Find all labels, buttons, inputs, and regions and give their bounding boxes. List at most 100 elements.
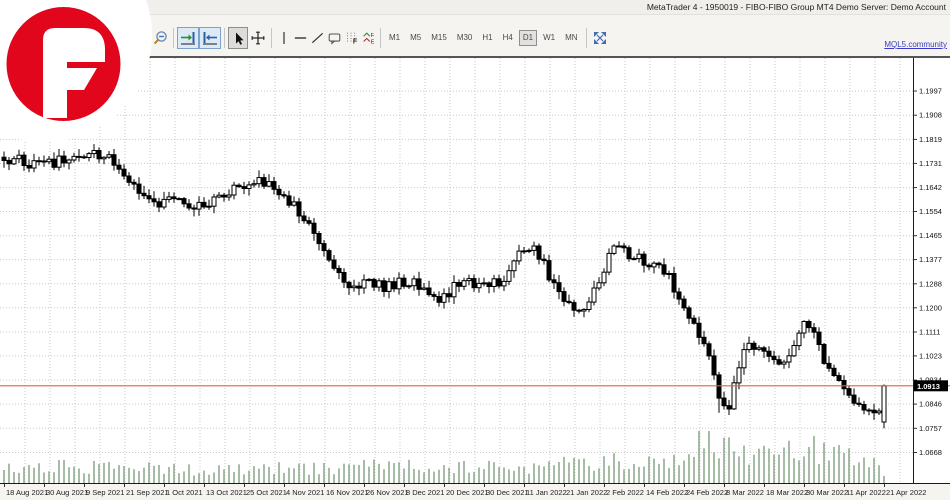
date-axis-label: 30 Dec 2021 bbox=[486, 488, 529, 497]
date-axis-label: 21 Apr 2022 bbox=[886, 488, 927, 497]
timeframe-button-m15[interactable]: M15 bbox=[431, 33, 447, 42]
price-axis-label: 1.1731 bbox=[919, 159, 942, 168]
fibonacci-button[interactable]: F bbox=[343, 27, 360, 49]
candlestick-chart: 1.1997 1.1908 1.1819 1.1731 1.1642 1.1554 1.14… bbox=[0, 58, 950, 483]
date-axis-label: 13 Oct 2021 bbox=[206, 488, 247, 497]
timeframe-button-h4[interactable]: H4 bbox=[502, 33, 513, 42]
price-axis: 1.1997 1.1908 1.1819 1.1731 1.1642 1.1554 1.14… bbox=[913, 87, 942, 457]
candles-series bbox=[1, 144, 887, 429]
date-axis-label: 8 Mar 2022 bbox=[726, 488, 764, 497]
price-axis-label: 1.1819 bbox=[919, 135, 942, 144]
svg-text:1.0913: 1.0913 bbox=[917, 382, 940, 391]
indicators-icon: F E bbox=[363, 32, 375, 45]
chart-top-border bbox=[0, 56, 950, 58]
date-tick bbox=[604, 484, 605, 487]
chart-shift-button[interactable] bbox=[199, 27, 221, 49]
date-tick bbox=[444, 484, 445, 487]
timeframe-button-d1[interactable]: D1 bbox=[518, 30, 538, 46]
toolbar-separator bbox=[380, 28, 381, 48]
timeframe-button-m5[interactable]: M5 bbox=[410, 33, 422, 42]
timeframe-group: M1 M5 M15 M30 H1 H4 D1 W1 MN bbox=[384, 30, 583, 46]
timeframe-button-h1[interactable]: H1 bbox=[482, 33, 493, 42]
price-axis-label: 1.0846 bbox=[919, 400, 942, 409]
date-tick bbox=[324, 484, 325, 487]
date-tick bbox=[884, 484, 885, 487]
timeframe-button-m30[interactable]: M30 bbox=[456, 33, 473, 42]
price-axis-label: 1.1111 bbox=[919, 328, 940, 337]
title-bar: MetaTrader 4 - 1950019 - FIBO-FIBO Group… bbox=[0, 0, 950, 15]
price-axis-label: 1.1288 bbox=[919, 279, 942, 288]
price-axis-label: 1.1554 bbox=[919, 207, 942, 216]
date-tick bbox=[204, 484, 205, 487]
horizontal-line-button[interactable] bbox=[292, 27, 309, 49]
price-axis-label: 1.0668 bbox=[919, 448, 942, 457]
date-axis-label: 4 Nov 2021 bbox=[286, 488, 325, 497]
date-tick bbox=[524, 484, 525, 487]
price-axis-label: 1.1997 bbox=[919, 87, 942, 96]
cursor-button[interactable] bbox=[228, 27, 248, 49]
vertical-line-icon bbox=[282, 32, 285, 44]
auto-scroll-button[interactable] bbox=[177, 27, 199, 49]
text-label-button[interactable] bbox=[326, 27, 343, 49]
timeframe-button-m1[interactable]: M1 bbox=[389, 33, 401, 42]
timeframe-button-w1[interactable]: W1 bbox=[543, 33, 556, 42]
window-title: MetaTrader 4 - 1950019 - FIBO-FIBO Group… bbox=[646, 2, 946, 12]
date-tick bbox=[644, 484, 645, 487]
trendline-button[interactable] bbox=[309, 27, 326, 49]
toolbar-separator bbox=[173, 28, 174, 48]
date-axis: 18 Aug 2021 30 Aug 2021 9 Sep 2021 21 Sep 2… bbox=[0, 483, 950, 500]
svg-text:F: F bbox=[371, 33, 375, 39]
timeframe-button-mn[interactable]: MN bbox=[565, 33, 578, 42]
indicators-button[interactable]: F E bbox=[360, 27, 377, 49]
date-tick bbox=[124, 484, 125, 487]
grid bbox=[0, 58, 913, 483]
date-axis-label: 18 Mar 2022 bbox=[766, 488, 809, 497]
svg-text:E: E bbox=[371, 39, 375, 45]
toolbar: F F E M1 M5 M15 M30 H1 H4 D1 W1 MN bbox=[0, 15, 950, 56]
zoom-out-icon bbox=[153, 30, 167, 44]
date-tick bbox=[844, 484, 845, 487]
fibonacci-icon: F bbox=[347, 32, 358, 46]
price-axis-label: 1.1377 bbox=[919, 255, 942, 264]
date-axis-label: 16 Nov 2021 bbox=[326, 488, 369, 497]
auto-scroll-icon bbox=[181, 32, 195, 45]
toolbar-separator bbox=[585, 28, 587, 48]
trendline-icon bbox=[311, 32, 324, 44]
toolbar-row: F F E M1 M5 M15 M30 H1 H4 D1 W1 MN bbox=[150, 27, 610, 49]
date-tick bbox=[244, 484, 245, 487]
price-axis-label: 1.1465 bbox=[919, 231, 942, 240]
text-label-icon bbox=[328, 33, 341, 45]
cursor-icon bbox=[235, 32, 243, 45]
chart-shift-icon bbox=[203, 32, 217, 45]
date-tick bbox=[724, 484, 725, 487]
date-axis-label: 21 Sep 2021 bbox=[126, 488, 169, 497]
date-tick bbox=[564, 484, 565, 487]
price-axis-label: 1.1023 bbox=[919, 351, 942, 360]
crosshair-icon bbox=[251, 31, 265, 45]
price-axis-label: 1.0757 bbox=[919, 424, 942, 433]
date-axis-label: 1 Oct 2021 bbox=[166, 488, 203, 497]
chart-area[interactable]: 1.1997 1.1908 1.1819 1.1731 1.1642 1.1554 1.14… bbox=[0, 58, 950, 483]
fullscreen-button[interactable] bbox=[590, 27, 610, 49]
zoom-out-button[interactable] bbox=[150, 27, 170, 49]
date-axis-label: 25 Oct 2021 bbox=[246, 488, 287, 497]
svg-text:F: F bbox=[353, 39, 358, 46]
mql5-community-link[interactable]: MQL5.community bbox=[884, 40, 947, 49]
volume-series bbox=[3, 431, 885, 483]
date-axis-label: 30 Mar 2022 bbox=[806, 488, 849, 497]
date-axis-label: 30 Aug 2021 bbox=[46, 488, 89, 497]
price-axis-label: 1.1642 bbox=[919, 183, 942, 192]
date-tick bbox=[404, 484, 405, 487]
date-axis-label: 20 Dec 2021 bbox=[446, 488, 489, 497]
date-axis-label: 8 Dec 2021 bbox=[406, 488, 445, 497]
date-axis-label: 21 Jan 2022 bbox=[566, 488, 608, 497]
date-axis-label: 14 Feb 2022 bbox=[646, 488, 689, 497]
crosshair-button[interactable] bbox=[248, 27, 268, 49]
toolbar-separator bbox=[271, 28, 272, 48]
date-tick bbox=[764, 484, 765, 487]
date-tick bbox=[44, 484, 45, 487]
date-tick bbox=[164, 484, 165, 487]
vertical-line-button[interactable] bbox=[275, 27, 292, 49]
date-axis-label: 9 Sep 2021 bbox=[86, 488, 125, 497]
